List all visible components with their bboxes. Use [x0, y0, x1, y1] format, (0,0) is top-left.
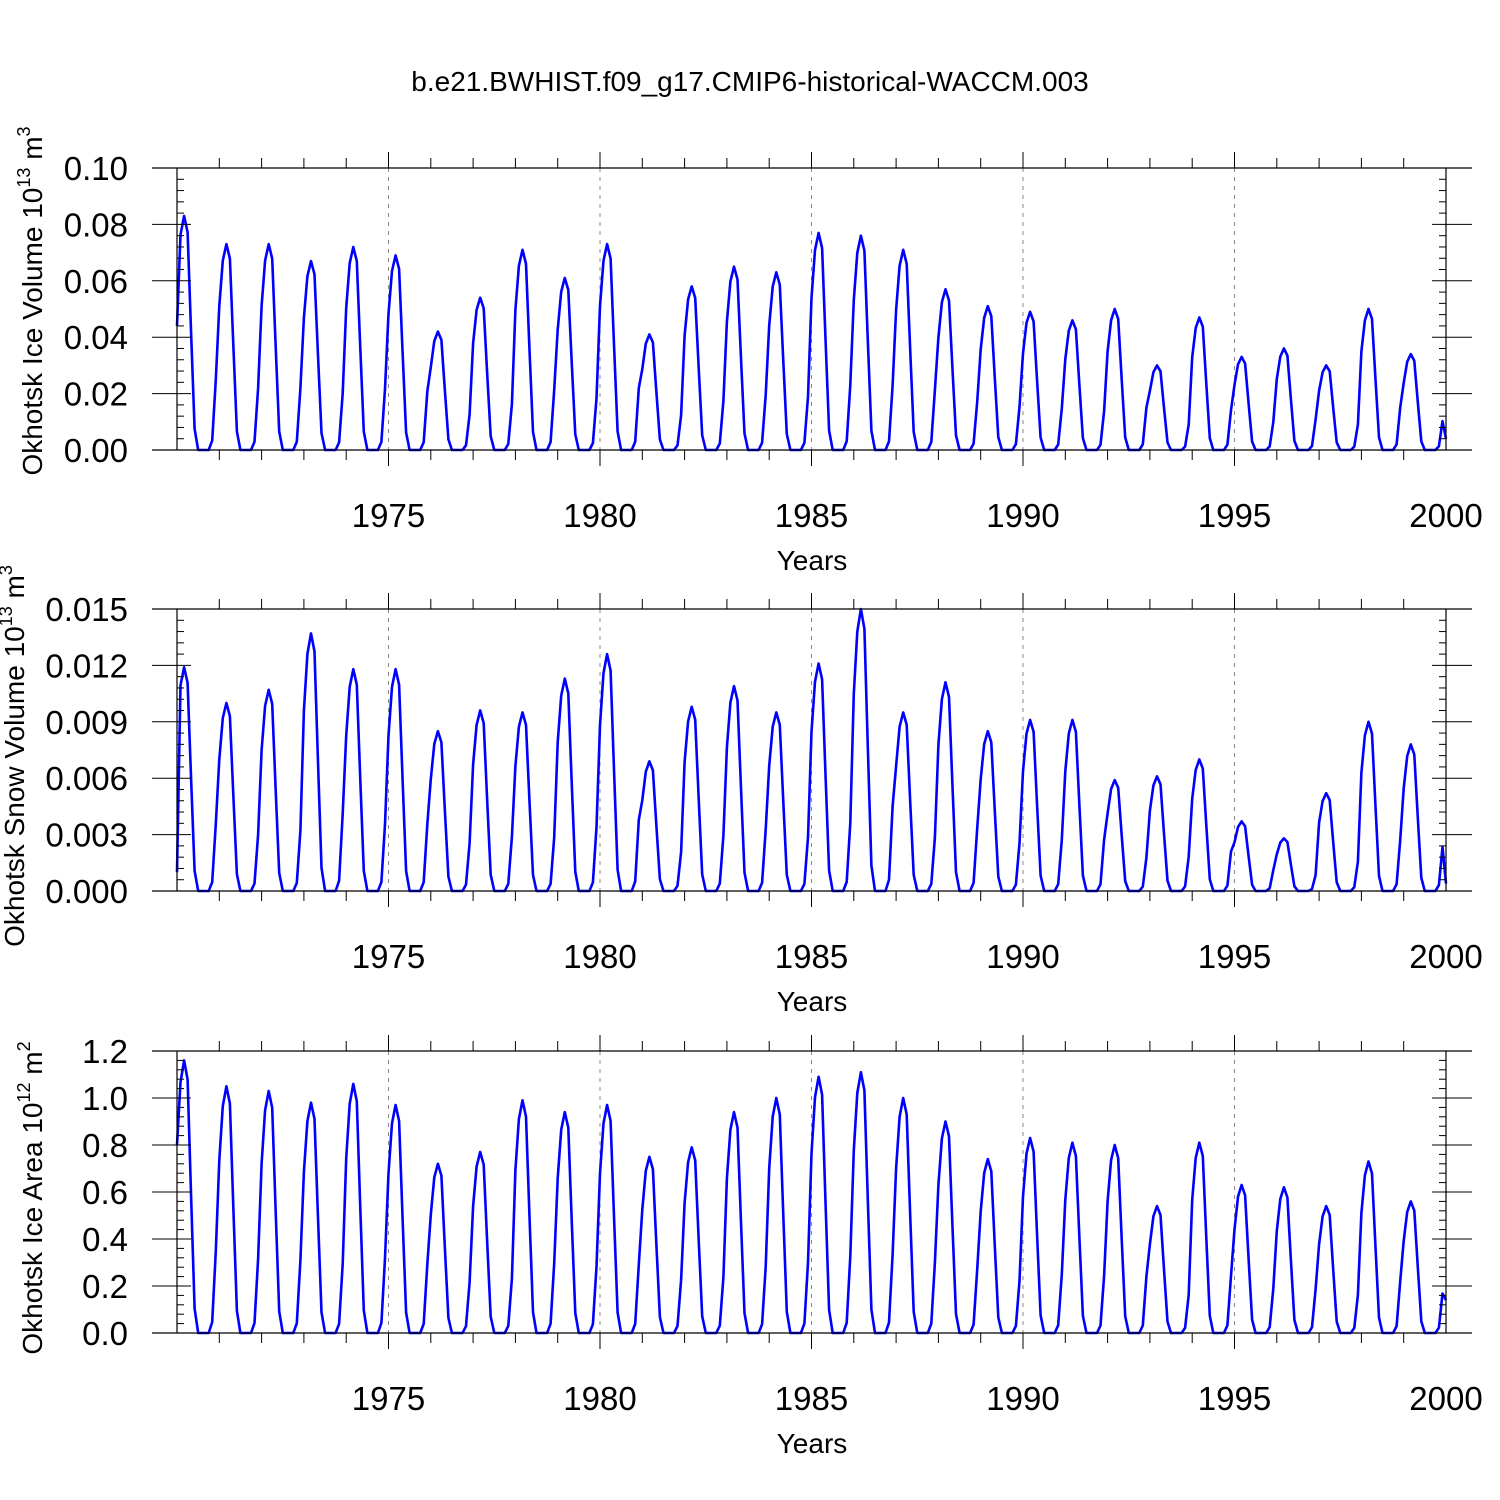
y-axis-label-part: m [17, 1051, 48, 1082]
y-tick-label: 0.6 [82, 1174, 128, 1211]
x-tick-label: 1980 [563, 497, 636, 534]
y-axis-label: Okhotsk Ice Volume 1013 m3 [14, 126, 48, 475]
panel-ice-area: 0.0 0.2 0.4 0.6 0.8 1.0 1.2 1975 1980 1985 1990 199… [14, 1033, 1483, 1459]
panel-snow-volume: 0.000 0.003 0.006 0.009 0.012 0.015 1975 1980 19… [0, 565, 1483, 1017]
y-axis-label-part: 13 [0, 606, 16, 626]
panel-ice-volume: 0.00 0.02 0.04 0.06 0.08 0.10 1975 1980 1985 1990… [14, 126, 1483, 576]
y-tick-label: 0.015 [45, 591, 128, 628]
y-axis-label-part: 2 [14, 1041, 34, 1051]
y-tick-label: 0.00 [64, 432, 128, 469]
x-tick-label: 2000 [1409, 1380, 1482, 1417]
x-tick-label: 1995 [1198, 497, 1271, 534]
x-tick-label: 1975 [352, 1380, 425, 1417]
x-tick-label: 1995 [1198, 938, 1271, 975]
y-tick-label: 1.0 [82, 1080, 128, 1117]
series-line [175, 214, 1448, 452]
x-tick-label: 1990 [986, 497, 1059, 534]
y-axis-label-part: m [0, 575, 30, 606]
series-line [175, 1059, 1448, 1335]
y-tick-label: 0.10 [64, 150, 128, 187]
y-axis-label-part: 12 [14, 1082, 34, 1102]
x-axis-label: Years [777, 545, 848, 576]
x-tick-label: 2000 [1409, 938, 1482, 975]
y-tick-label: 0.003 [45, 817, 128, 854]
y-tick-label: 0.4 [82, 1221, 128, 1258]
y-tick-label: 0.02 [64, 376, 128, 413]
y-axis-label: Okhotsk Snow Volume 1013 m3 [0, 565, 30, 947]
x-tick-label: 1980 [563, 938, 636, 975]
x-axis-label: Years [777, 1428, 848, 1459]
y-tick-label: 0.06 [64, 263, 128, 300]
y-tick-label: 0.2 [82, 1268, 128, 1305]
x-axis-label: Years [777, 986, 848, 1017]
y-axis-label-part: 13 [14, 168, 34, 188]
figure-title: b.e21.BWHIST.f09_g17.CMIP6-historical-WA… [411, 66, 1088, 97]
x-tick-label: 1985 [775, 1380, 848, 1417]
y-tick-label: 0.08 [64, 206, 128, 243]
x-tick-label: 1990 [986, 938, 1059, 975]
x-tick-label: 1975 [352, 497, 425, 534]
y-tick-label: 0.0 [82, 1315, 128, 1352]
y-tick-label: 0.8 [82, 1127, 128, 1164]
y-axis-label-part: m [17, 136, 48, 167]
series-line [175, 607, 1448, 893]
x-tick-label: 2000 [1409, 497, 1482, 534]
x-tick-label: 1985 [775, 497, 848, 534]
y-tick-label: 0.04 [64, 319, 128, 356]
y-tick-label: 0.009 [45, 704, 128, 741]
y-tick-label: 1.2 [82, 1033, 128, 1070]
y-axis-label: Okhotsk Ice Area 1012 m2 [14, 1041, 48, 1354]
x-tick-label: 1990 [986, 1380, 1059, 1417]
y-axis-label-part: Okhotsk Ice Volume 10 [17, 188, 48, 476]
y-axis-label-part: 3 [0, 565, 16, 575]
y-tick-label: 0.012 [45, 647, 128, 684]
x-tick-label: 1995 [1198, 1380, 1271, 1417]
x-tick-label: 1985 [775, 938, 848, 975]
x-tick-label: 1980 [563, 1380, 636, 1417]
y-axis-label-part: Okhotsk Snow Volume 10 [0, 626, 30, 947]
y-axis-label-part: Okhotsk Ice Area 10 [17, 1103, 48, 1355]
y-tick-label: 0.000 [45, 873, 128, 910]
y-tick-label: 0.006 [45, 760, 128, 797]
y-axis-label-part: 3 [14, 126, 34, 136]
x-tick-label: 1975 [352, 938, 425, 975]
